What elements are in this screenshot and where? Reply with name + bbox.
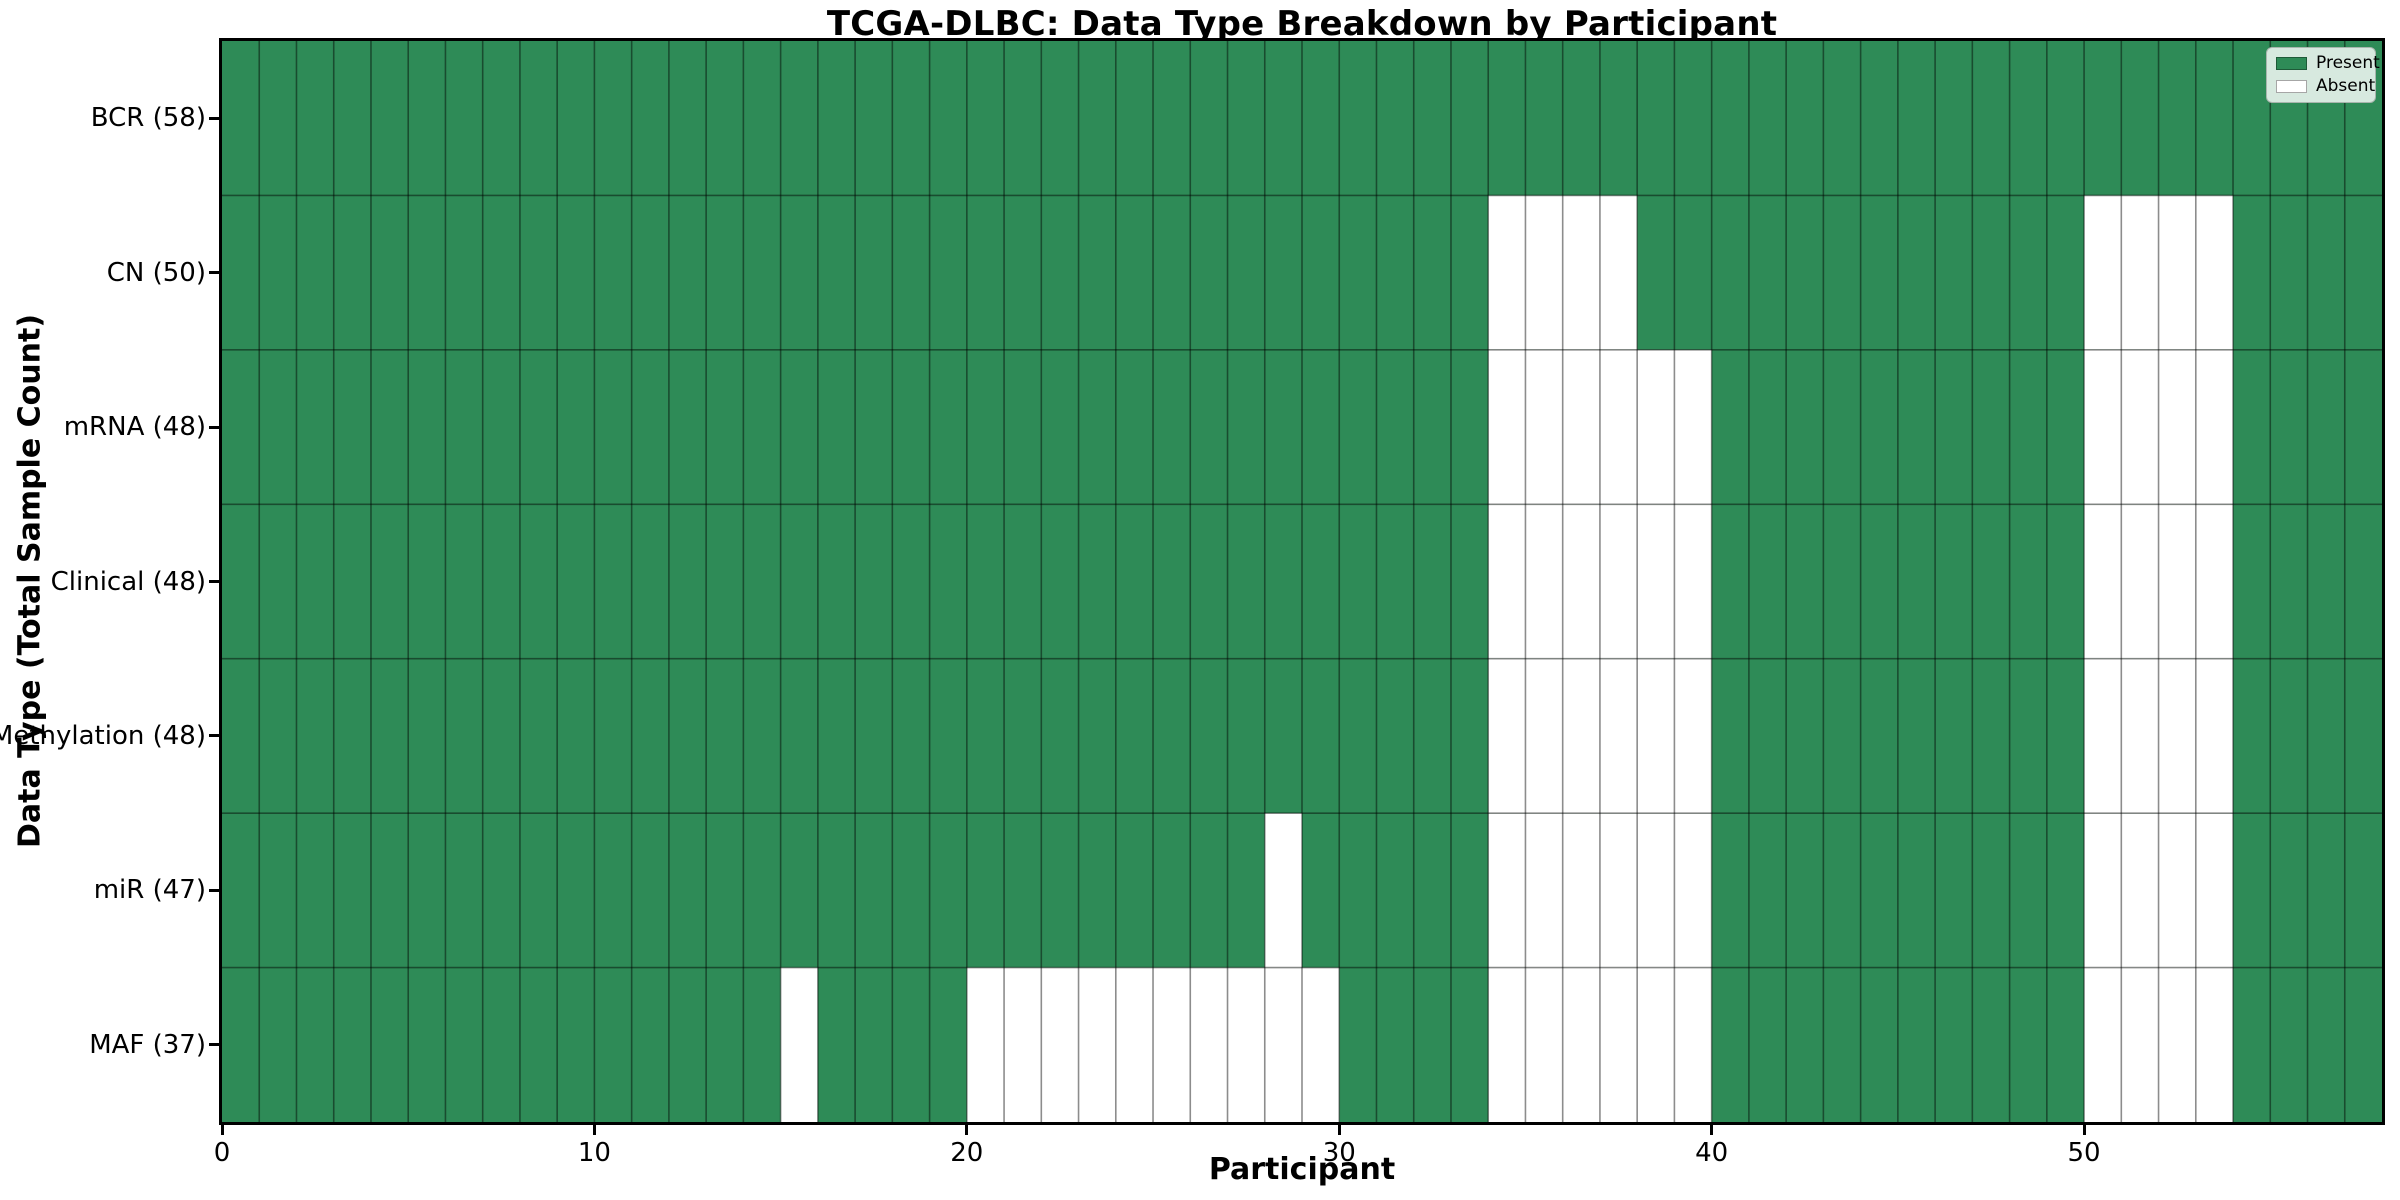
- x-tick-mark: [2082, 1125, 2086, 1135]
- y-tick-mark: [209, 1043, 219, 1047]
- x-axis-label: Participant: [1208, 1152, 1396, 1187]
- absent-cells-CN: [2084, 195, 2234, 350]
- absent-cells-Methylation: [1488, 658, 1712, 814]
- y-tick-label-MAF: MAF (37): [89, 1029, 206, 1060]
- absent-cells-MAF: [2084, 967, 2234, 1122]
- x-tick-label: 40: [1695, 1138, 1729, 1168]
- legend-item-present: Present: [2276, 55, 2380, 72]
- absent-swatch: [2276, 80, 2307, 93]
- y-tick-label-CN: CN (50): [106, 257, 206, 288]
- x-tick-mark: [220, 1125, 224, 1135]
- y-tick-label-miR: miR (47): [93, 875, 206, 906]
- x-tick-mark: [1710, 1125, 1714, 1135]
- y-tick-label-Clinical: Clinical (48): [50, 566, 206, 597]
- absent-cells-miR: [2084, 813, 2234, 968]
- absent-cells-miR: [1264, 813, 1302, 968]
- y-tick-mark: [209, 425, 219, 429]
- y-tick-mark: [209, 271, 219, 275]
- x-tick-mark: [1337, 1125, 1341, 1135]
- y-tick-mark: [209, 116, 219, 120]
- absent-cells-MAF: [780, 967, 818, 1122]
- x-tick-label: 30: [1322, 1138, 1356, 1168]
- y-tick-mark: [209, 888, 219, 892]
- x-tick-label: 10: [577, 1138, 611, 1168]
- absent-cells-Clinical: [1488, 504, 1712, 659]
- y-tick-mark: [209, 580, 219, 583]
- absent-cells-miR: [1488, 813, 1712, 968]
- legend-label-present: Present: [2316, 53, 2380, 73]
- x-tick-mark: [592, 1125, 596, 1135]
- y-axis-label: Data Type (Total Sample Count): [12, 313, 48, 849]
- absent-cells-MAF: [966, 967, 1340, 1122]
- absent-cells-mRNA: [2084, 349, 2234, 505]
- x-tick-label: 20: [950, 1138, 984, 1168]
- absent-cells-CN: [1488, 195, 1638, 350]
- absent-cells-mRNA: [1488, 349, 1712, 505]
- y-tick-label-mRNA: mRNA (48): [63, 412, 206, 443]
- absent-cells-Methylation: [2084, 658, 2234, 814]
- y-tick-label-BCR: BCR (58): [90, 103, 206, 134]
- legend-item-absent: Absent: [2276, 78, 2375, 95]
- absent-cells-MAF: [1488, 967, 1712, 1122]
- present-swatch: [2276, 57, 2307, 70]
- y-tick-mark: [209, 734, 219, 738]
- chart-title: TCGA-DLBC: Data Type Breakdown by Partic…: [826, 4, 1778, 44]
- y-tick-label-Methylation: Methylation (48): [0, 720, 206, 751]
- x-tick-mark: [965, 1125, 969, 1135]
- x-tick-label: 0: [213, 1138, 231, 1168]
- plot-area: Present Absent: [222, 41, 2382, 1122]
- absent-cells-Clinical: [2084, 504, 2234, 659]
- legend-label-absent: Absent: [2316, 76, 2376, 96]
- x-tick-label: 50: [2067, 1138, 2101, 1168]
- heatmap-cells: [222, 41, 2382, 1122]
- legend: Present Absent: [2266, 47, 2380, 103]
